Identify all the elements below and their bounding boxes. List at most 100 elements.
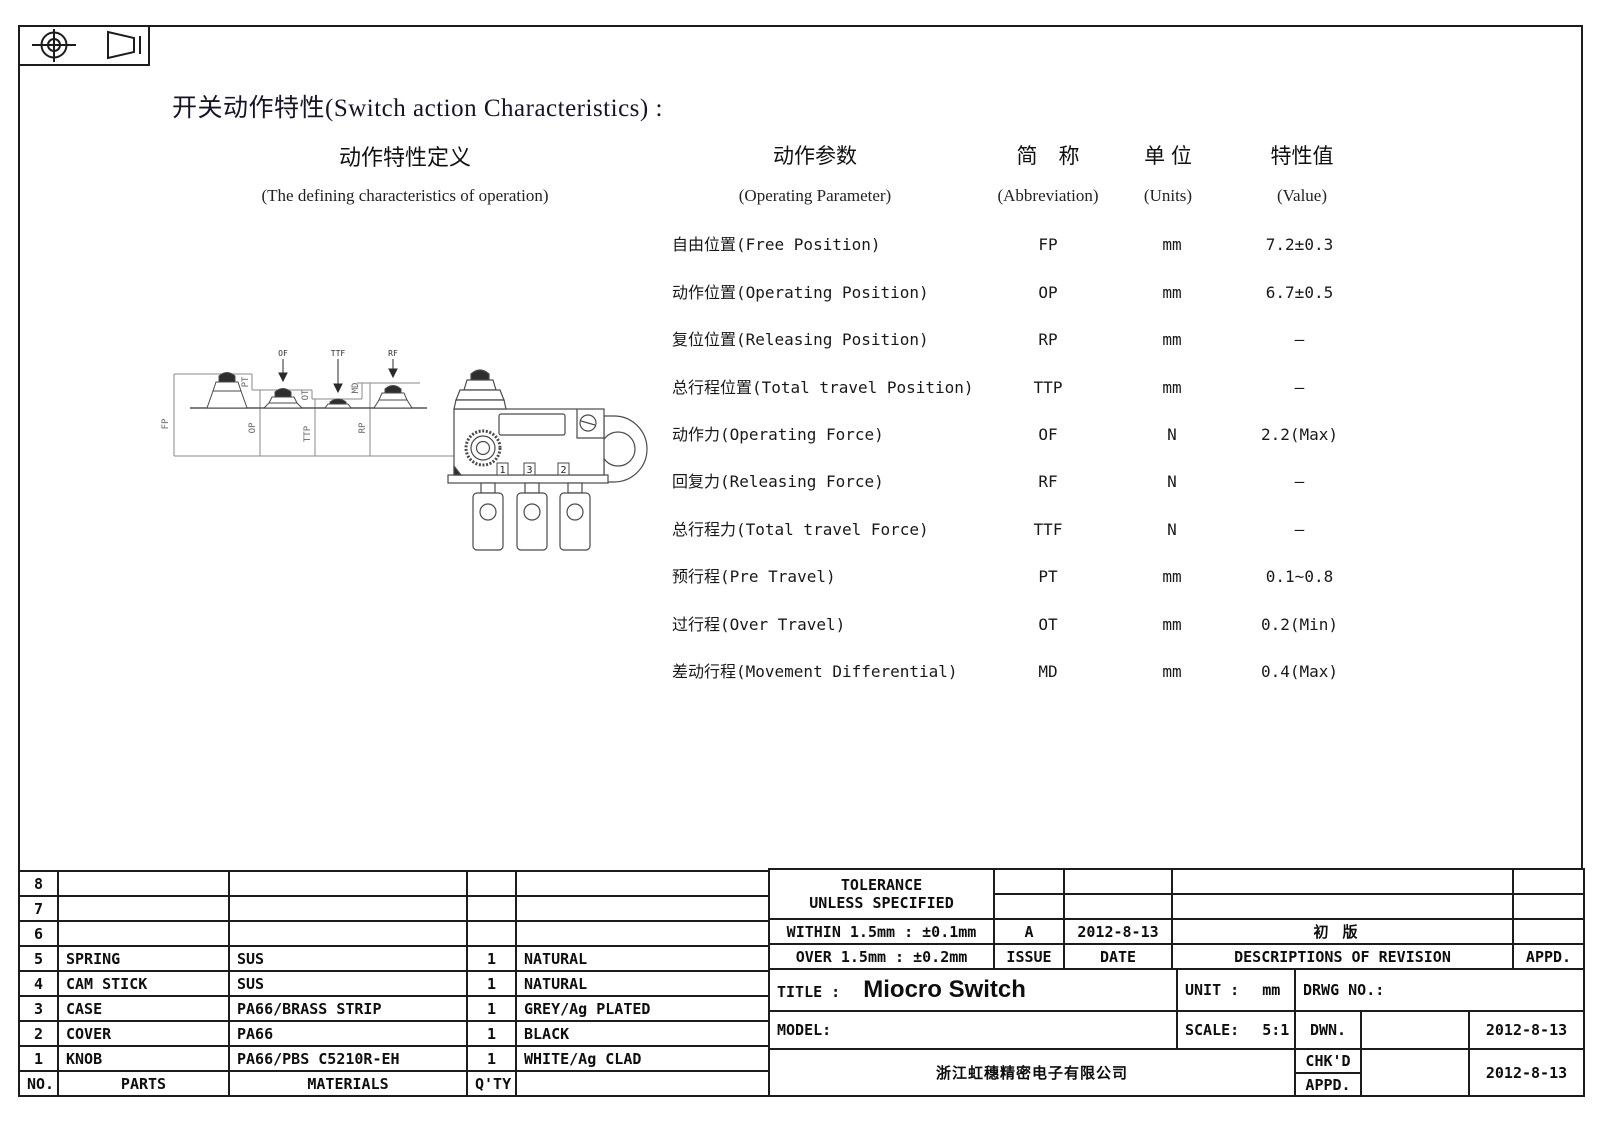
- dwn-label: DWN.: [1294, 1010, 1362, 1050]
- part-no: 1: [18, 1045, 59, 1072]
- revision-appd-value: [1512, 918, 1585, 945]
- part-name: [57, 895, 230, 922]
- param-abbr: PT: [1038, 567, 1058, 586]
- center-hole: [475, 440, 491, 456]
- param-unit: mm: [1162, 330, 1182, 349]
- part-qty: 1: [466, 945, 517, 972]
- part-color: NATURAL: [515, 945, 770, 972]
- plunger-positions: [206, 372, 413, 409]
- col-header-unit-cn: 单 位: [1144, 145, 1192, 168]
- param-abbr: TTF: [1033, 520, 1063, 539]
- unit-label: UNIT :: [1185, 981, 1240, 999]
- param-value: 0.2(Min): [1260, 615, 1339, 634]
- mounting-hole: [600, 431, 636, 467]
- part-color: [515, 895, 770, 922]
- title-cell: TITLE : Miocro Switch: [768, 968, 1178, 1012]
- dim-label-rp: RP: [358, 422, 368, 433]
- body-plunger-base: [453, 399, 507, 410]
- param-name: 总行程力(Total travel Force): [672, 520, 929, 539]
- part-material: PA66/BRASS STRIP: [228, 995, 468, 1022]
- dwn-signature: [1360, 1010, 1470, 1050]
- parts-row: 7: [18, 895, 770, 922]
- plunger-operating-position: [262, 388, 304, 409]
- col-header-value-cn: 特性值: [1270, 145, 1334, 168]
- chkd-label: CHK'D: [1294, 1048, 1362, 1074]
- force-label-of: OF: [278, 349, 288, 358]
- revision-description-value: 初版: [1171, 918, 1514, 945]
- dim-label-op: OP: [248, 422, 258, 433]
- dim-label-ttp: TTP: [303, 425, 313, 442]
- dimension-labels: FP OP TTP RP PT OT MD: [161, 376, 368, 442]
- param-name: 回复力(Releasing Force): [672, 472, 884, 491]
- force-label-ttf: TTF: [331, 349, 346, 358]
- title-block: TITLE : Miocro Switch UNIT : mm DRWG NO.…: [768, 968, 1586, 1097]
- projection-symbol-box: [18, 25, 150, 66]
- part-qty: 1: [466, 1045, 517, 1072]
- part-no: 7: [18, 895, 59, 922]
- body-plunger-cap: [470, 369, 490, 381]
- part-no: 2: [18, 1020, 59, 1047]
- part-no: 4: [18, 970, 59, 997]
- terminal-3: [516, 482, 548, 551]
- part-no: 8: [18, 870, 59, 897]
- parts-table: 8 7 6 5 SPRING SUS 1 NATURAL: [18, 870, 770, 1097]
- param-row: 总行程位置(Total travel Position) TTP mm —: [672, 376, 1472, 400]
- param-unit: mm: [1162, 662, 1182, 681]
- param-value: 0.4(Max): [1260, 662, 1339, 681]
- terminal-number-3: 3: [526, 465, 532, 476]
- label-recess: [498, 413, 566, 436]
- param-abbr: FP: [1038, 235, 1058, 254]
- switch-body: [447, 369, 648, 551]
- param-name: 过行程(Over Travel): [672, 615, 846, 634]
- col-header-unit-en: (Units): [1143, 186, 1193, 205]
- param-row: 总行程力(Total travel Force) TTF N —: [672, 518, 1472, 542]
- footer-materials: MATERIALS: [228, 1070, 468, 1097]
- drwg-no-cell: DRWG NO.:: [1293, 968, 1586, 1012]
- revision-cell-empty: [1512, 893, 1585, 920]
- part-name: COVER: [57, 1020, 230, 1047]
- param-unit: mm: [1162, 283, 1182, 302]
- revision-cell-empty: [1171, 868, 1514, 895]
- dimension-lines: [173, 373, 466, 457]
- page-title: 开关动作特性(Switch action Characteristics) :: [172, 95, 663, 122]
- param-unit: mm: [1162, 615, 1182, 634]
- company-name: 浙江虹穗精密电子有限公司: [768, 1048, 1296, 1097]
- scale-value: 5:1: [1262, 1021, 1290, 1039]
- part-no: 5: [18, 945, 59, 972]
- param-row: 动作力(Operating Force) OF N 2.2(Max): [672, 423, 1472, 447]
- param-abbr: OP: [1038, 283, 1058, 302]
- param-value: —: [1294, 472, 1305, 491]
- param-row: 自由位置(Free Position) FP mm 7.2±0.3: [672, 233, 1472, 257]
- part-qty: 1: [466, 1020, 517, 1047]
- param-value: 2.2(Max): [1260, 425, 1339, 444]
- revision-issue-value: A: [993, 918, 1065, 945]
- part-material: [228, 870, 468, 897]
- tolerance-within: WITHIN 1.5mm : ±0.1mm: [768, 918, 995, 945]
- param-abbr: OT: [1038, 615, 1058, 634]
- param-value: —: [1294, 330, 1305, 349]
- param-row: 差动行程(Movement Differential) MD mm 0.4(Ma…: [672, 660, 1472, 684]
- param-unit: mm: [1162, 235, 1182, 254]
- param-name: 自由位置(Free Position): [672, 235, 881, 254]
- param-row: 回复力(Releasing Force) RF N —: [672, 470, 1472, 494]
- param-unit: mm: [1162, 567, 1182, 586]
- revision-date-value: 2012-8-13: [1063, 918, 1173, 945]
- param-row: 预行程(Pre Travel) PT mm 0.1~0.8: [672, 565, 1472, 589]
- plunger-total-travel-position: [324, 398, 352, 409]
- param-abbr: OF: [1038, 425, 1058, 444]
- dim-label-fp: FP: [161, 418, 171, 429]
- parts-row: 8: [18, 870, 770, 897]
- revision-cell-empty: [993, 868, 1065, 895]
- param-value: 0.1~0.8: [1265, 567, 1334, 586]
- param-name: 总行程位置(Total travel Position): [672, 378, 974, 397]
- part-name: [57, 870, 230, 897]
- unit-value: mm: [1262, 981, 1281, 999]
- appd-label: APPD.: [1294, 1072, 1362, 1097]
- footer-color: [515, 1070, 770, 1097]
- part-qty: [466, 870, 517, 897]
- issue-column-label: ISSUE: [993, 943, 1065, 970]
- param-value: —: [1294, 520, 1305, 539]
- part-material: [228, 895, 468, 922]
- force-arrows: OF TTF RF: [278, 349, 398, 394]
- part-no: 6: [18, 920, 59, 947]
